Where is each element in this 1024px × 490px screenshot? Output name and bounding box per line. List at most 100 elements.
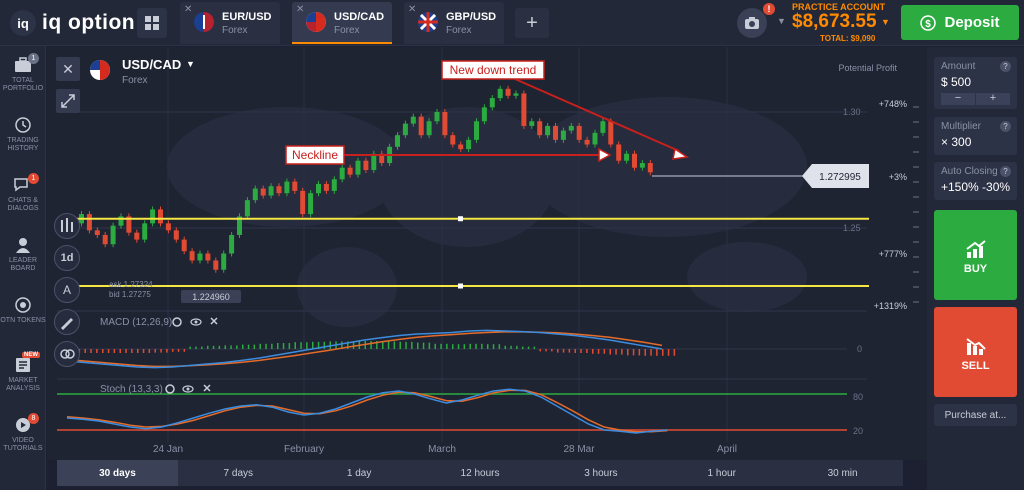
macd-histogram-bar bbox=[475, 343, 477, 349]
chevron-down-icon[interactable]: ▼ bbox=[186, 59, 195, 69]
macd-histogram-bar bbox=[242, 344, 244, 349]
account-type[interactable]: PRACTICE ACCOUNT bbox=[792, 2, 886, 12]
screenshot-button[interactable] bbox=[737, 8, 767, 38]
fullscreen-button[interactable] bbox=[56, 89, 80, 113]
macd-histogram-bar bbox=[428, 342, 431, 349]
macd-histogram-bar bbox=[300, 342, 302, 349]
period-button[interactable]: 1d bbox=[54, 245, 80, 271]
macd-close-icon[interactable] bbox=[210, 317, 218, 325]
sell-button[interactable]: SELL bbox=[934, 307, 1017, 397]
tab-gbp-usd[interactable]: ✕ GBP/USD Forex bbox=[404, 2, 504, 44]
nav-video-tutorials[interactable]: 8 VIDEO TUTORIALS bbox=[0, 413, 46, 453]
help-icon[interactable]: ? bbox=[1000, 61, 1011, 72]
macd-visibility-icon[interactable] bbox=[190, 318, 202, 326]
deposit-label: Deposit bbox=[944, 14, 1000, 31]
macd-histogram-bar bbox=[399, 341, 401, 349]
macd-histogram-bar bbox=[446, 343, 448, 349]
down-trend-label: New down trend bbox=[450, 63, 537, 77]
multiplier-field[interactable]: Multiplier ? × 300 bbox=[934, 117, 1017, 155]
macd-histogram-bar bbox=[527, 346, 530, 349]
chevron-down-icon[interactable]: ▼ bbox=[881, 17, 890, 27]
stoch-visibility-icon[interactable] bbox=[182, 385, 194, 393]
link-icon bbox=[60, 349, 75, 359]
timeframe-3-hours[interactable]: 3 hours bbox=[584, 467, 618, 479]
amount-stepper[interactable]: − + bbox=[941, 93, 1011, 105]
token-icon bbox=[15, 297, 31, 313]
chevron-down-icon[interactable]: ▼ bbox=[777, 16, 786, 26]
nav-label: CHATS & DIALOGS bbox=[7, 197, 39, 212]
layout-button[interactable] bbox=[54, 341, 80, 367]
drawing-tools-button[interactable] bbox=[54, 309, 80, 335]
timeframe-1-day[interactable]: 1 day bbox=[346, 467, 372, 479]
macd-settings-icon[interactable] bbox=[172, 317, 182, 327]
chart-area[interactable]: 1.30 1.25 0 80 20 +748% +3% +777% +1319%… bbox=[47, 47, 927, 460]
candle bbox=[639, 163, 645, 168]
help-icon[interactable]: ? bbox=[1000, 121, 1011, 132]
macd-histogram-bar bbox=[568, 349, 571, 353]
purchase-at-button[interactable]: Purchase at... bbox=[934, 404, 1017, 426]
candle bbox=[521, 93, 527, 126]
tab-eur-usd[interactable]: ✕ EUR/USD Forex bbox=[180, 2, 280, 44]
apps-grid-button[interactable] bbox=[137, 8, 167, 38]
x-tick-label: 24 Jan bbox=[153, 444, 183, 455]
nav-label: TOTAL PORTFOLIO bbox=[2, 77, 44, 92]
macd-label: MACD (12,26,9) bbox=[100, 317, 172, 328]
macd-histogram-bar bbox=[603, 349, 606, 354]
candle bbox=[205, 253, 211, 261]
nav-otn-tokens[interactable]: OTN TOKENS bbox=[0, 296, 46, 325]
macd-histogram-bar bbox=[644, 349, 646, 356]
candle bbox=[221, 253, 227, 270]
close-icon[interactable]: ✕ bbox=[296, 4, 305, 15]
help-icon[interactable]: ? bbox=[1000, 166, 1011, 177]
notification-badge: ! bbox=[763, 3, 775, 15]
trade-panel: Amount ? $ 500 − + Multiplier ? × 300 Au… bbox=[927, 47, 1024, 490]
stoch-close-icon[interactable] bbox=[203, 384, 211, 392]
timeframe-12-hours[interactable]: 12 hours bbox=[460, 467, 500, 479]
timeframe-1-hour[interactable]: 1 hour bbox=[707, 467, 736, 479]
macd-histogram-bar bbox=[148, 349, 151, 353]
nav-chats-dialogs[interactable]: 1 CHATS & DIALOGS bbox=[0, 173, 46, 213]
level-handle[interactable] bbox=[458, 283, 463, 289]
price-chart[interactable]: 1.30 1.25 0 80 20 +748% +3% +777% +1319%… bbox=[47, 47, 927, 460]
timeframe-30-min[interactable]: 30 min bbox=[827, 467, 858, 479]
close-chart-button[interactable]: ✕ bbox=[56, 57, 80, 81]
indicators-button[interactable]: A bbox=[54, 277, 80, 303]
multiplier-value[interactable]: × 300 bbox=[941, 135, 972, 149]
buy-button[interactable]: BUY bbox=[934, 210, 1017, 300]
chat-icon bbox=[14, 178, 28, 192]
nav-total-portfolio[interactable]: 1 TOTAL PORTFOLIO bbox=[0, 53, 46, 93]
close-icon[interactable]: ✕ bbox=[184, 4, 193, 15]
candle bbox=[181, 239, 187, 252]
auto-closing-value[interactable]: +150% -30% bbox=[941, 180, 1011, 194]
nav-market-analysis[interactable]: NEW MARKET ANALYSIS bbox=[0, 352, 46, 393]
close-icon[interactable]: ✕ bbox=[408, 4, 417, 15]
add-tab-button[interactable]: + bbox=[515, 8, 549, 38]
level-handle[interactable] bbox=[458, 216, 463, 222]
profit-label: +3% bbox=[889, 172, 907, 182]
left-nav: 1 TOTAL PORTFOLIO TRADING HISTORY 1 CHAT… bbox=[0, 46, 46, 490]
decrease-button[interactable]: − bbox=[941, 93, 975, 105]
deposit-button[interactable]: $ Deposit bbox=[901, 5, 1019, 40]
amount-field[interactable]: Amount ? $ 500 − + bbox=[934, 57, 1017, 109]
tab-usd-cad[interactable]: ✕ USD/CAD Forex bbox=[292, 2, 392, 44]
nav-leader-board[interactable]: LEADER BOARD bbox=[0, 236, 46, 273]
timeframe-30-days[interactable]: 30 days bbox=[57, 460, 178, 486]
increase-button[interactable]: + bbox=[976, 93, 1010, 105]
auto-closing-field[interactable]: Auto Closing ? +150% -30% bbox=[934, 162, 1017, 200]
nav-trading-history[interactable]: TRADING HISTORY bbox=[0, 116, 46, 153]
macd-histogram-bar bbox=[352, 341, 355, 349]
y-tick-label: 1.30 bbox=[843, 107, 861, 117]
timeframe-7-days[interactable]: 7 days bbox=[223, 467, 254, 479]
stoch-settings-icon[interactable] bbox=[165, 384, 175, 394]
chart-type-button[interactable] bbox=[54, 213, 80, 239]
amount-label: Amount bbox=[941, 61, 976, 72]
candle bbox=[276, 186, 282, 194]
logo[interactable]: iq iq option bbox=[10, 10, 135, 36]
macd-histogram-bar bbox=[312, 341, 314, 349]
macd-histogram-bar bbox=[481, 343, 483, 349]
asset-pair[interactable]: USD/CAD bbox=[122, 57, 182, 72]
macd-histogram-bar bbox=[277, 343, 279, 349]
account-balance[interactable]: $8,673.55 bbox=[792, 11, 877, 32]
amount-value[interactable]: $ 500 bbox=[941, 75, 972, 89]
candle bbox=[118, 216, 124, 226]
